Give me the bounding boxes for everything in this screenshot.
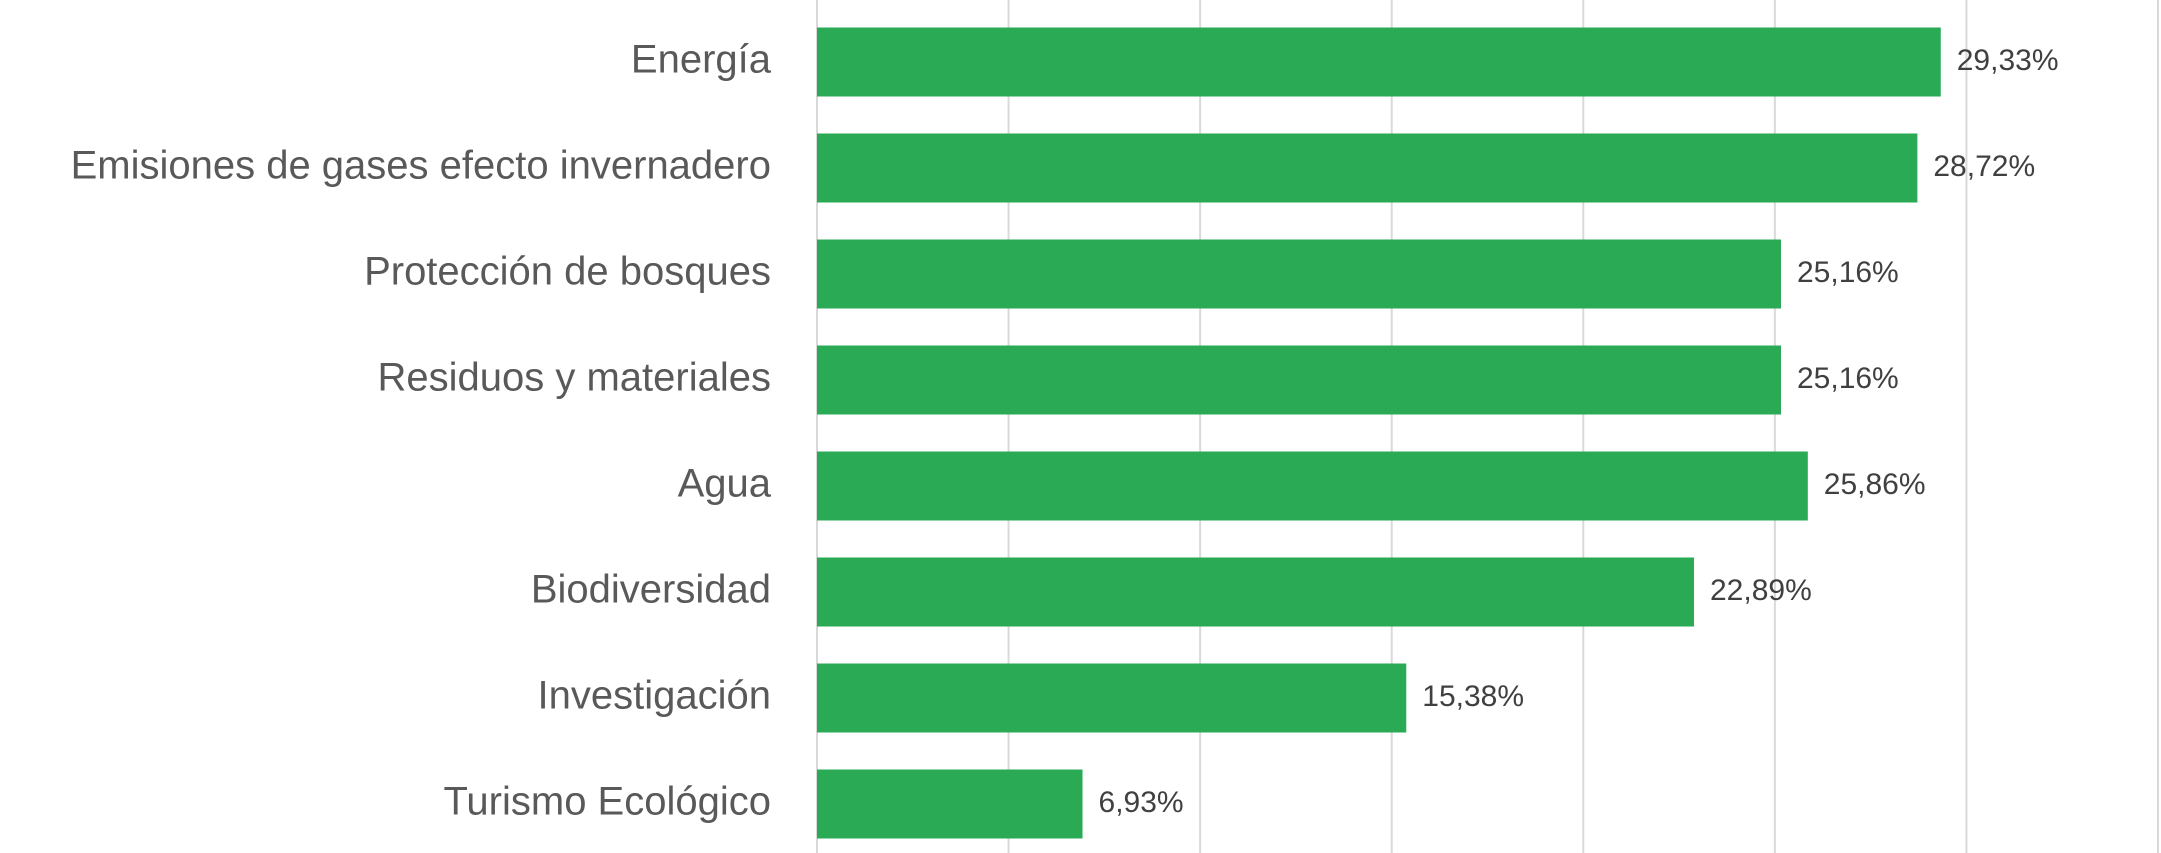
value-label: 22,89% bbox=[1710, 574, 1812, 607]
category-label: Investigación bbox=[538, 674, 771, 718]
value-label: 25,86% bbox=[1824, 468, 1926, 501]
category-label: Residuos y materiales bbox=[378, 356, 772, 400]
bar bbox=[817, 133, 1918, 203]
value-label: 28,72% bbox=[1933, 150, 2035, 183]
category-label: Biodiversidad bbox=[531, 568, 771, 612]
bar bbox=[817, 557, 1695, 627]
bar bbox=[817, 451, 1808, 521]
category-label: Turismo Ecológico bbox=[443, 780, 771, 824]
bar bbox=[817, 663, 1407, 733]
category-label: Emisiones de gases efecto invernadero bbox=[71, 144, 771, 188]
bar bbox=[817, 27, 1941, 97]
value-label: 29,33% bbox=[1957, 44, 2059, 77]
value-label: 6,93% bbox=[1099, 786, 1184, 819]
value-label: 25,16% bbox=[1797, 256, 1899, 289]
bar bbox=[817, 769, 1083, 839]
bar bbox=[817, 239, 1781, 309]
bar bbox=[817, 345, 1781, 415]
value-label: 15,38% bbox=[1422, 680, 1524, 713]
value-label: 25,16% bbox=[1797, 362, 1899, 395]
category-label: Energía bbox=[631, 38, 772, 82]
category-label: Agua bbox=[678, 462, 772, 506]
category-label: Protección de bosques bbox=[364, 250, 771, 294]
